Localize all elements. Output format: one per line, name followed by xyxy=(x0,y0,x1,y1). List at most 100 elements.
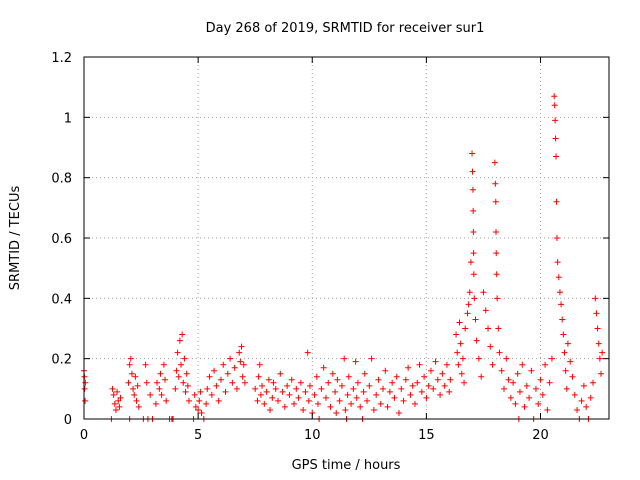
data-point xyxy=(414,379,421,386)
data-point xyxy=(493,228,500,235)
x-tick-label: 10 xyxy=(304,428,321,443)
data-point xyxy=(213,382,220,389)
data-point xyxy=(357,403,364,410)
data-point xyxy=(396,409,402,416)
data-point xyxy=(115,397,122,404)
data-point xyxy=(239,373,246,380)
data-point xyxy=(560,331,567,338)
x-tick-label: 15 xyxy=(418,428,435,443)
data-point xyxy=(418,388,425,395)
data-point xyxy=(578,397,585,404)
data-point xyxy=(215,397,222,404)
data-point xyxy=(82,397,89,404)
data-point xyxy=(402,376,409,383)
y-tick-label: 0.6 xyxy=(51,232,72,247)
data-point xyxy=(173,367,180,374)
data-point xyxy=(267,406,274,413)
data-point xyxy=(127,355,134,362)
data-point xyxy=(493,250,500,257)
data-point xyxy=(152,400,159,407)
data-point xyxy=(322,394,329,401)
data-point xyxy=(590,379,597,386)
data-point xyxy=(574,406,581,413)
data-point xyxy=(469,186,476,193)
data-point xyxy=(229,379,236,386)
data-point xyxy=(329,370,336,377)
data-point xyxy=(537,376,544,383)
data-point xyxy=(594,325,601,332)
data-point xyxy=(596,355,603,362)
data-point xyxy=(130,385,137,392)
data-point xyxy=(480,289,487,296)
data-point xyxy=(493,271,500,278)
data-point xyxy=(174,349,181,356)
data-point xyxy=(111,400,118,407)
data-point xyxy=(587,394,594,401)
data-point xyxy=(553,235,560,241)
data-point xyxy=(455,361,462,368)
y-tick-label: 0 xyxy=(64,413,72,428)
data-point xyxy=(496,349,503,356)
data-point xyxy=(382,367,389,374)
data-point xyxy=(272,385,279,392)
data-point xyxy=(535,400,542,407)
data-point xyxy=(512,400,519,407)
data-point xyxy=(158,391,165,398)
data-point xyxy=(179,331,186,338)
data-point xyxy=(432,358,439,365)
data-point xyxy=(160,361,167,368)
y-axis-ticks: 0 0.2 0.4 0.6 0.8 1 1.2 xyxy=(51,51,609,428)
data-point xyxy=(311,391,318,398)
data-point xyxy=(220,361,227,368)
data-point xyxy=(82,379,89,386)
data-point xyxy=(398,385,405,392)
data-point xyxy=(503,355,510,362)
data-point xyxy=(492,198,499,205)
x-axis-label: GPS time / hours xyxy=(292,458,401,473)
data-point xyxy=(134,382,141,389)
data-point xyxy=(514,370,521,377)
data-point xyxy=(277,370,284,377)
data-point xyxy=(495,325,502,332)
data-point xyxy=(203,400,210,407)
data-point xyxy=(552,117,559,124)
data-point xyxy=(532,385,539,392)
data-point xyxy=(313,373,320,380)
data-point xyxy=(178,361,185,368)
data-point xyxy=(142,361,149,368)
data-point xyxy=(370,406,377,413)
data-point xyxy=(175,373,182,380)
data-point xyxy=(206,373,213,380)
data-point xyxy=(595,340,602,347)
data-point xyxy=(270,379,277,386)
data-point xyxy=(265,376,272,383)
data-point xyxy=(427,367,434,374)
data-point xyxy=(465,301,472,308)
data-point xyxy=(598,370,605,377)
data-point xyxy=(116,403,123,410)
data-point xyxy=(519,361,526,368)
data-point xyxy=(563,385,570,392)
data-point xyxy=(182,388,189,395)
data-point xyxy=(482,307,489,314)
data-point xyxy=(498,367,505,374)
data-point xyxy=(254,397,261,404)
data-point xyxy=(112,406,119,413)
data-point xyxy=(407,391,414,398)
data-point xyxy=(523,382,530,389)
data-point xyxy=(478,373,485,380)
data-point xyxy=(184,382,191,389)
data-point xyxy=(491,159,498,166)
data-point xyxy=(492,180,499,187)
data-point xyxy=(380,385,387,392)
data-point xyxy=(464,310,471,317)
data-point xyxy=(255,373,262,380)
data-point xyxy=(302,388,309,395)
data-point xyxy=(551,93,558,100)
data-point xyxy=(325,379,332,386)
data-point xyxy=(559,316,566,323)
data-point xyxy=(233,385,240,392)
x-axis-ticks: 0 5 10 15 20 xyxy=(80,57,549,443)
data-point xyxy=(528,367,535,374)
data-point xyxy=(551,102,558,109)
